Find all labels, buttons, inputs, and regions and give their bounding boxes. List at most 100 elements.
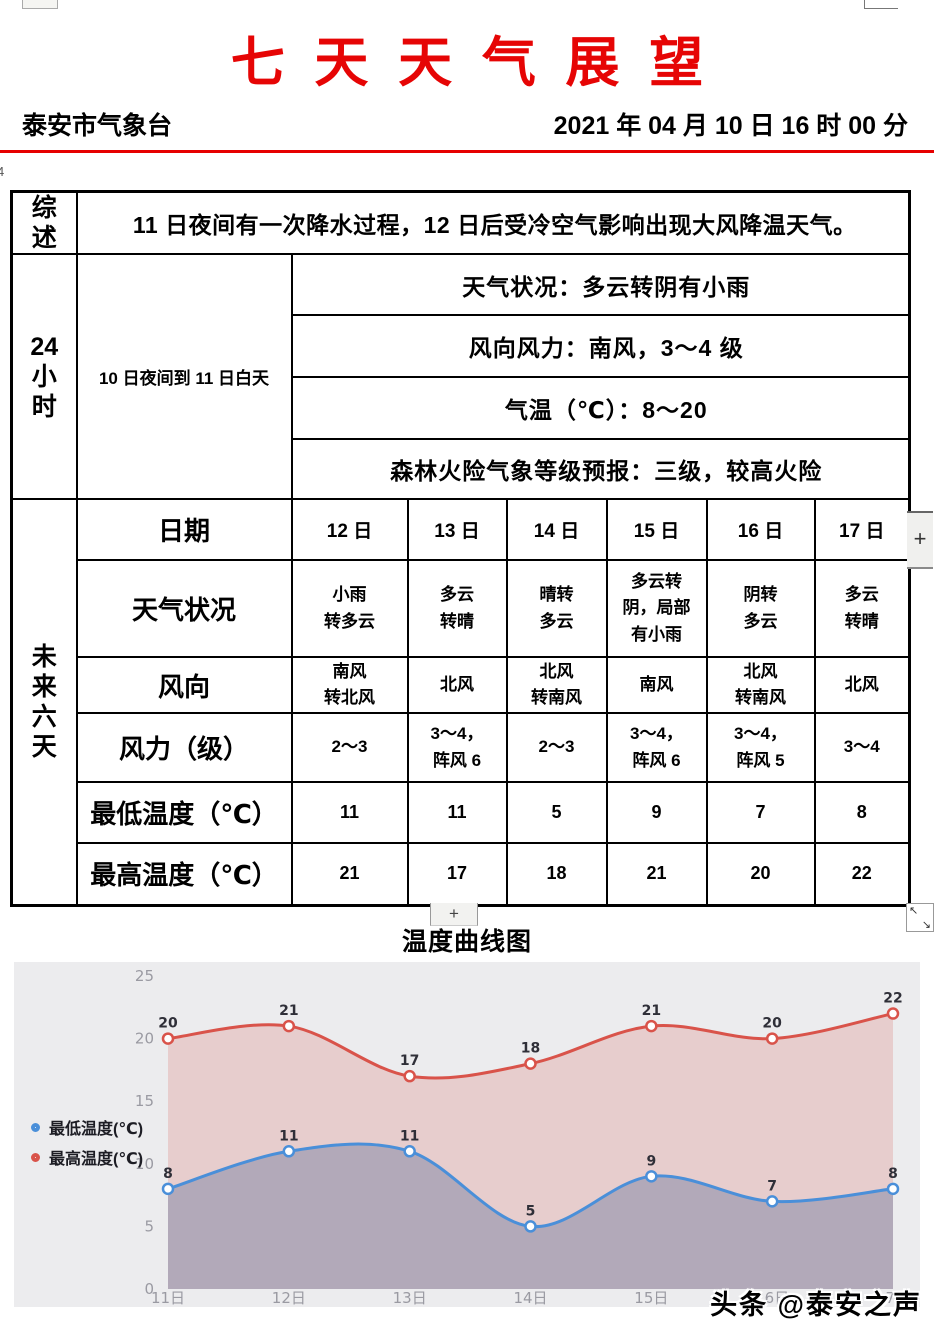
tmax-cell: 17 [406, 842, 508, 906]
tmin-cell: 11 [290, 781, 409, 844]
h24-temp: 气温（℃）：8～20 [290, 376, 911, 440]
date-cell: 15 日 [605, 498, 708, 561]
weather-cell: 阴转 多云 [705, 559, 816, 658]
rowhead-wind-force: 风力（级） [75, 712, 293, 783]
svg-text:8: 8 [163, 1166, 173, 1182]
left-margin-mark: 4 [0, 164, 5, 179]
date-cell: 16 日 [705, 498, 816, 561]
rowhead-date: 日期 [75, 498, 293, 561]
tmax-cell: 20 [705, 842, 816, 906]
svg-text:18: 18 [521, 1041, 540, 1057]
svg-text:25: 25 [135, 967, 154, 985]
issue-datetime: 2021 年 04 月 10 日 16 时 00 分 [553, 112, 908, 140]
rowhead-tmax: 最高温度（℃） [75, 842, 293, 906]
h24-label: 24 小 时 [10, 253, 78, 500]
top-left-partial-box [22, 0, 58, 9]
table-insert-plus-button[interactable]: + [907, 511, 933, 569]
header-divider [0, 150, 934, 153]
svg-text:12日: 12日 [272, 1289, 306, 1307]
wind-dir-cell: 北风 [813, 656, 911, 714]
page-margin-mark-horizontal [864, 8, 898, 9]
weather-cell: 晴转 多云 [505, 559, 608, 658]
svg-text:10: 10 [135, 1155, 154, 1173]
weather-cell: 多云 转晴 [406, 559, 508, 658]
weather-cell: 多云 转晴 [813, 559, 911, 658]
svg-text:15日: 15日 [634, 1289, 668, 1307]
forecast-table: 综 述 11 日夜间有一次降水过程，12 日后受冷空气影响出现大风降温天气。 2… [10, 190, 912, 907]
date-cell: 13 日 [406, 498, 508, 561]
date-cell: 17 日 [813, 498, 911, 561]
svg-text:7: 7 [767, 1178, 777, 1194]
table-resize-handle[interactable]: ↖ ↘ [906, 903, 934, 932]
svg-text:5: 5 [526, 1203, 536, 1219]
weather-cell: 小雨 转多云 [290, 559, 409, 658]
wind-force-cell: 3～4， 阵风 6 [406, 712, 508, 783]
summary-text: 11 日夜间有一次降水过程，12 日后受冷空气影响出现大风降温天气。 [75, 190, 911, 255]
wind-dir-cell: 北风 [406, 656, 508, 714]
chart-title: 温度曲线图 [401, 928, 532, 956]
svg-text:8: 8 [888, 1166, 898, 1182]
page-title: 七天天气展望 [230, 33, 733, 93]
svg-text:20: 20 [135, 1030, 154, 1048]
wind-dir-cell: 北风 转南风 [705, 656, 816, 714]
h24-weather: 天气状况：多云转阴有小雨 [290, 253, 911, 316]
svg-text:11日: 11日 [151, 1289, 185, 1307]
wind-force-cell: 3～4， 阵风 5 [705, 712, 816, 783]
wind-dir-cell: 南风 [605, 656, 708, 714]
svg-text:11: 11 [400, 1128, 419, 1144]
svg-text:21: 21 [279, 1003, 298, 1019]
chart-insert-plus-button[interactable]: + [430, 903, 478, 926]
future-label: 未 来 六 天 [10, 498, 78, 906]
tmax-cell: 18 [505, 842, 608, 906]
date-cell: 12 日 [290, 498, 409, 561]
wind-force-cell: 2～3 [505, 712, 608, 783]
wind-force-cell: 3～4 [813, 712, 911, 783]
rowhead-weather: 天气状况 [75, 559, 293, 658]
wind-force-cell: 2～3 [290, 712, 409, 783]
rowhead-tmin: 最低温度（℃） [75, 781, 293, 844]
svg-text:22: 22 [883, 991, 902, 1007]
h24-period: 10 日夜间到 11 日白天 [75, 253, 293, 500]
svg-text:21: 21 [642, 1003, 661, 1019]
tmax-cell: 22 [813, 842, 911, 906]
svg-text:11: 11 [279, 1128, 298, 1144]
weather-cell: 多云转 阴，局部 有小雨 [605, 559, 708, 658]
legend-item-max: 最高温度(℃) [31, 1145, 143, 1169]
legend-label: 最高温度(℃) [49, 1151, 144, 1168]
tmax-cell: 21 [605, 842, 708, 906]
svg-text:14日: 14日 [513, 1289, 547, 1307]
legend-item-min: 最低温度(℃) [31, 1115, 143, 1139]
svg-text:15: 15 [135, 1092, 154, 1110]
wind-dir-cell: 北风 转南风 [505, 656, 608, 714]
rowhead-wind-dir: 风向 [75, 656, 293, 714]
tmax-cell: 21 [290, 842, 409, 906]
legend-swatch [31, 1152, 40, 1162]
watermark: 头条 @泰安之声 [710, 1290, 922, 1320]
page-margin-mark-vertical [864, 0, 865, 9]
svg-text:17日: 17日 [876, 1289, 910, 1307]
legend-label: 最低温度(℃) [49, 1121, 144, 1138]
svg-text:16日: 16日 [755, 1289, 789, 1307]
resize-arrow-se-icon: ↘ [921, 919, 931, 931]
svg-text:5: 5 [144, 1217, 154, 1235]
resize-arrow-nw-icon: ↖ [909, 905, 919, 917]
tmin-cell: 5 [505, 781, 608, 844]
tmin-cell: 8 [813, 781, 911, 844]
svg-text:13日: 13日 [393, 1289, 427, 1307]
svg-text:17: 17 [400, 1053, 419, 1069]
tmin-cell: 7 [705, 781, 816, 844]
chart-legend: 最低温度(℃) 最高温度(℃) [31, 1115, 143, 1175]
station-name: 泰安市气象台 [22, 112, 173, 140]
h24-wind: 风向风力：南风，3～4 级 [290, 314, 911, 378]
sub-header: 泰安市气象台 2021 年 04 月 10 日 16 时 00 分 [22, 106, 908, 142]
summary-label: 综 述 [10, 190, 78, 255]
tmin-cell: 11 [406, 781, 508, 844]
wind-dir-cell: 南风 转北风 [290, 656, 409, 714]
svg-text:20: 20 [158, 1016, 178, 1032]
svg-text:20: 20 [762, 1016, 782, 1032]
svg-text:0: 0 [144, 1280, 154, 1298]
wind-force-cell: 3～4， 阵风 6 [605, 712, 708, 783]
legend-swatch [31, 1122, 40, 1132]
h24-fire: 森林火险气象等级预报：三级，较高火险 [290, 438, 911, 500]
